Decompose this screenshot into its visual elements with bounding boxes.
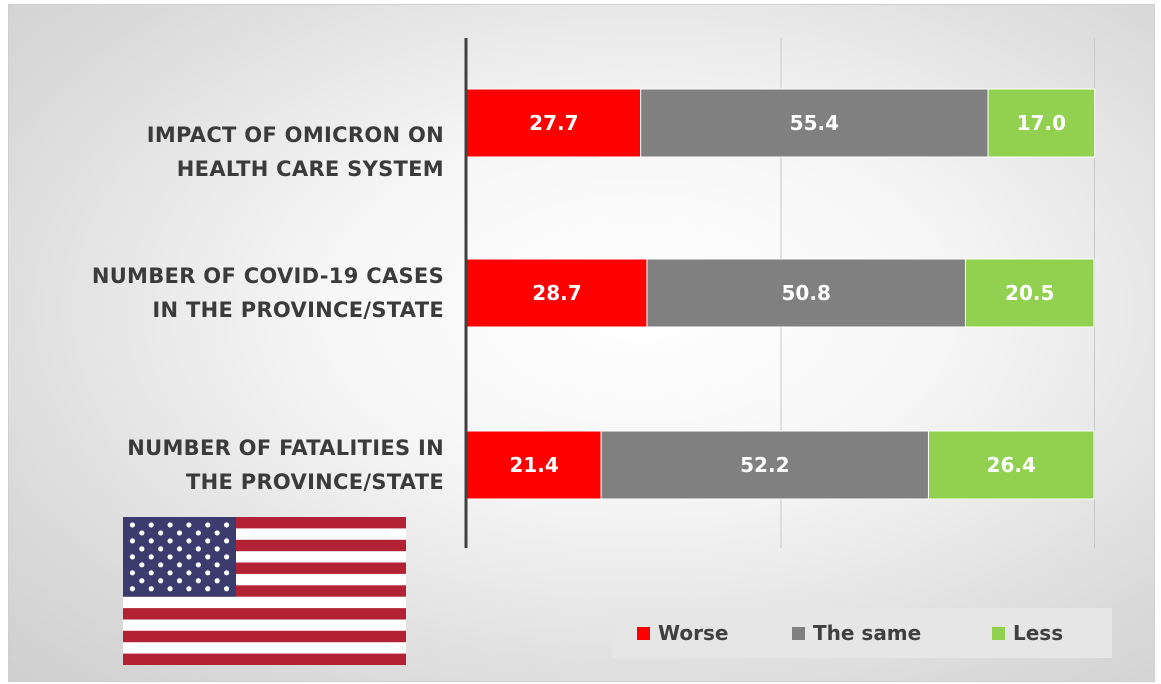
flag-star — [158, 546, 164, 552]
flag-star — [148, 538, 154, 544]
category-label-line: NUMBER OF COVID-19 CASES — [91, 264, 444, 288]
flag-star — [129, 554, 136, 560]
flag-star — [223, 554, 230, 560]
flag-star — [205, 570, 211, 576]
flag-star — [205, 554, 211, 560]
legend-label-less: Less — [1013, 621, 1064, 645]
data-label: 17.0 — [1017, 111, 1066, 135]
flag-star — [139, 562, 145, 568]
flag-star — [214, 530, 220, 536]
bar-segment — [640, 88, 989, 158]
legend-swatch-less — [992, 626, 1005, 640]
flag-star — [214, 546, 220, 552]
flag-star — [167, 570, 173, 576]
flag-star — [176, 562, 183, 568]
category-label-health-care: IMPACT OF OMICRON ON HEALTH CARE SYSTEM — [4, 118, 444, 186]
flag-star — [195, 578, 201, 584]
category-label-line: THE PROVINCE/STATE — [186, 470, 444, 494]
flag-star — [139, 578, 145, 584]
flag-star — [223, 538, 230, 544]
flag-star — [129, 522, 136, 528]
flag-star — [139, 546, 145, 552]
category-label-line: IN THE PROVINCE/STATE — [152, 298, 444, 322]
bar-segment — [987, 88, 1096, 158]
flag-star — [167, 586, 173, 592]
flag-star — [214, 578, 220, 584]
bar-segment — [964, 258, 1095, 328]
legend-item-worse: Worse — [637, 621, 729, 645]
flag-star — [129, 570, 136, 576]
flag-star — [195, 562, 201, 568]
data-label: 28.7 — [532, 281, 581, 305]
flag-star — [186, 554, 192, 560]
flag-star — [186, 522, 192, 528]
flag-star — [186, 570, 192, 576]
flag-star — [129, 538, 136, 544]
bar-segment — [466, 430, 602, 500]
flag-star — [176, 546, 183, 552]
legend-label-the-same: The same — [813, 621, 922, 645]
flag-star — [129, 586, 136, 592]
flag-star — [205, 586, 211, 592]
flag-star — [205, 522, 211, 528]
legend-swatch-the-same — [792, 626, 805, 640]
category-label-fatalities: NUMBER OF FATALITIES IN THE PROVINCE/STA… — [4, 431, 444, 499]
flag-star — [176, 530, 183, 536]
flag-star — [176, 578, 183, 584]
flag-star — [223, 586, 230, 592]
flag-star — [158, 578, 164, 584]
legend-item-less: Less — [992, 621, 1064, 645]
flag-star — [214, 562, 220, 568]
data-label: 55.4 — [790, 111, 839, 135]
flag-stars — [129, 522, 230, 592]
flag-star — [158, 530, 164, 536]
flag-star — [223, 570, 230, 576]
flag-star — [167, 522, 173, 528]
flag-star — [148, 586, 154, 592]
bar-segment — [466, 88, 642, 158]
data-label: 21.4 — [509, 453, 558, 477]
bar-segment — [600, 430, 929, 500]
flag-star — [148, 570, 154, 576]
flag-star — [186, 538, 192, 544]
category-label-covid-cases: NUMBER OF COVID-19 CASES IN THE PROVINCE… — [4, 259, 444, 327]
legend-label-worse: Worse — [658, 621, 729, 645]
data-label: 20.5 — [1005, 281, 1054, 305]
data-label: 52.2 — [740, 453, 789, 477]
flag-canton — [123, 517, 236, 597]
flag-star — [158, 562, 164, 568]
flag-star — [148, 554, 154, 560]
flag-star — [139, 530, 145, 536]
flag-star — [195, 530, 201, 536]
bar-segment — [927, 430, 1095, 500]
flag-star — [167, 538, 173, 544]
legend-swatch-worse — [637, 626, 650, 640]
legend: Worse The same Less — [612, 608, 1112, 658]
data-label: 27.7 — [529, 111, 578, 135]
category-label-line: IMPACT OF OMICRON ON — [146, 123, 444, 147]
flag-star — [167, 554, 173, 560]
bar-segment — [466, 258, 648, 328]
flag-star — [186, 586, 192, 592]
data-label: 26.4 — [987, 453, 1036, 477]
bar-segment — [646, 258, 966, 328]
category-label-line: NUMBER OF FATALITIES IN — [127, 436, 444, 460]
legend-item-the-same: The same — [792, 621, 922, 645]
flag-star — [148, 522, 154, 528]
flag-star — [205, 538, 211, 544]
category-label-line: HEALTH CARE SYSTEM — [176, 157, 444, 181]
flag-star — [195, 546, 201, 552]
flag-star — [223, 522, 230, 528]
data-label: 50.8 — [782, 281, 831, 305]
us-flag-image — [123, 517, 406, 665]
